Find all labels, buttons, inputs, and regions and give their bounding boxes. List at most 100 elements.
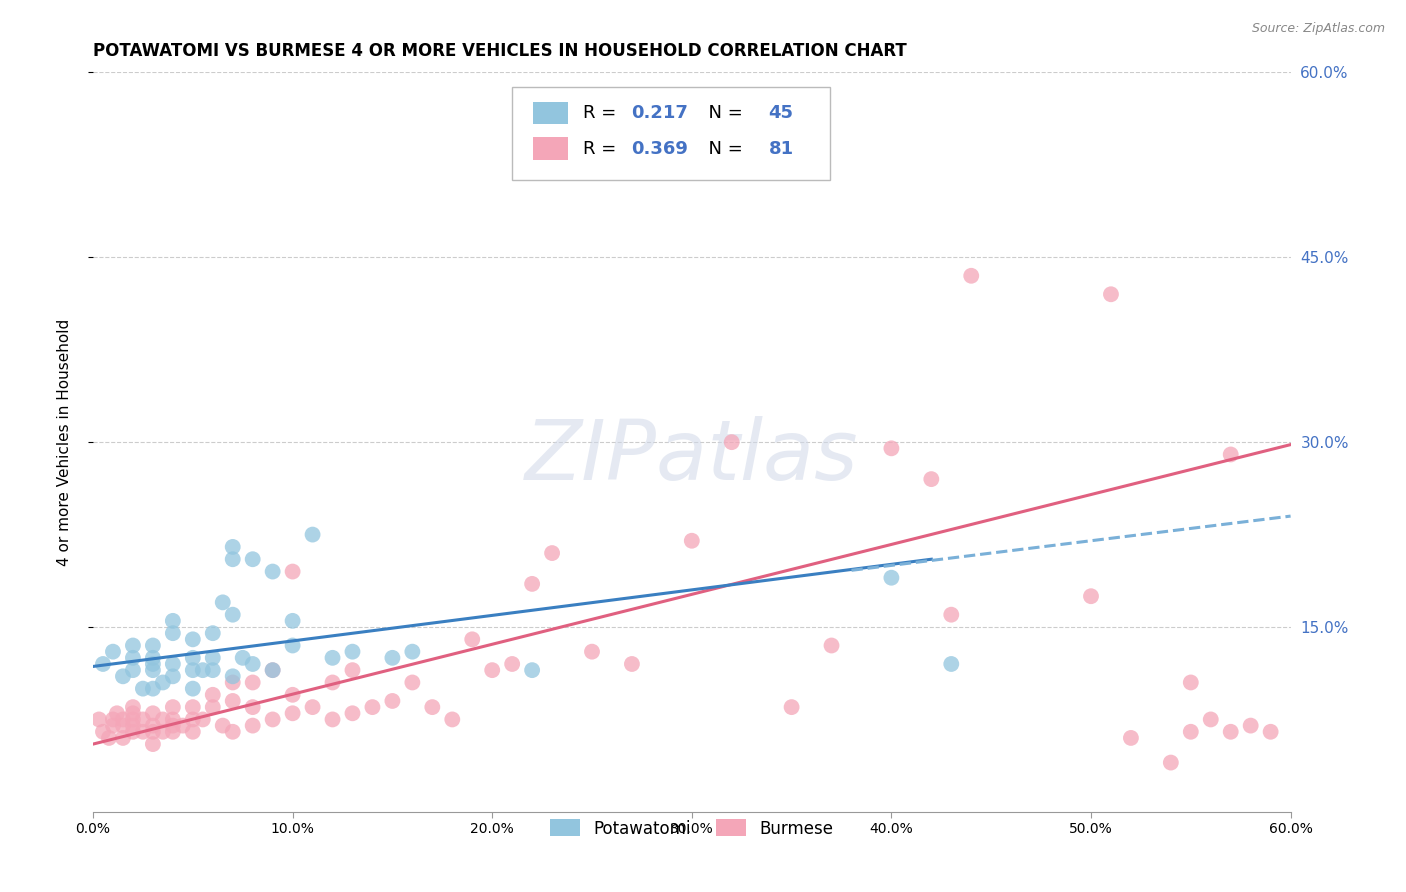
Point <box>222 540 245 554</box>
Point <box>222 694 245 708</box>
Point <box>222 675 245 690</box>
Point <box>132 724 155 739</box>
Point <box>181 632 204 647</box>
Point <box>122 650 145 665</box>
Point <box>181 681 204 696</box>
Point <box>541 546 564 560</box>
Point <box>162 718 184 732</box>
Point <box>201 700 224 714</box>
Text: 81: 81 <box>769 139 793 158</box>
Text: Source: ZipAtlas.com: Source: ZipAtlas.com <box>1251 22 1385 36</box>
Point <box>281 688 304 702</box>
Point <box>201 663 224 677</box>
Point <box>162 700 184 714</box>
Point <box>142 657 165 671</box>
Point <box>142 681 165 696</box>
Text: R =: R = <box>583 139 621 158</box>
Point <box>780 700 803 714</box>
Point <box>820 639 842 653</box>
Point <box>201 688 224 702</box>
Point <box>401 675 423 690</box>
Point <box>581 645 603 659</box>
Point <box>1260 724 1282 739</box>
Point <box>301 700 323 714</box>
Point <box>301 527 323 541</box>
Text: N =: N = <box>696 104 748 122</box>
Point <box>87 713 110 727</box>
Point <box>941 657 963 671</box>
Point <box>461 632 484 647</box>
Point <box>262 663 284 677</box>
Point <box>281 639 304 653</box>
Point <box>142 718 165 732</box>
Point <box>262 713 284 727</box>
Point <box>172 718 194 732</box>
Point <box>105 706 128 721</box>
Point <box>381 650 404 665</box>
Point <box>281 706 304 721</box>
Point <box>142 737 165 751</box>
Point <box>101 718 124 732</box>
Point <box>152 675 174 690</box>
Point <box>142 663 165 677</box>
Point <box>181 713 204 727</box>
Point <box>111 718 134 732</box>
Point <box>201 626 224 640</box>
Text: ZIPatlas: ZIPatlas <box>524 417 859 498</box>
Text: 0.217: 0.217 <box>631 104 688 122</box>
Point <box>262 663 284 677</box>
Point <box>122 718 145 732</box>
Point <box>342 663 364 677</box>
Text: N =: N = <box>696 139 748 158</box>
Point <box>1240 718 1263 732</box>
Point <box>361 700 384 714</box>
Point <box>232 650 254 665</box>
Point <box>1080 589 1102 603</box>
Point <box>501 657 523 671</box>
Point <box>342 706 364 721</box>
Point <box>222 669 245 683</box>
Point <box>242 718 264 732</box>
Point <box>960 268 983 283</box>
Point <box>242 675 264 690</box>
Point <box>520 577 543 591</box>
Point <box>211 595 233 609</box>
Point <box>1099 287 1122 301</box>
Point <box>322 650 344 665</box>
Point <box>181 700 204 714</box>
Point <box>1219 448 1241 462</box>
Point <box>142 650 165 665</box>
Point <box>111 669 134 683</box>
Point <box>162 657 184 671</box>
Point <box>181 724 204 739</box>
Point <box>420 700 443 714</box>
Point <box>111 731 134 745</box>
Point <box>122 724 145 739</box>
Point <box>152 724 174 739</box>
Point <box>222 552 245 566</box>
Point <box>941 607 963 622</box>
Point <box>920 472 942 486</box>
Point <box>132 713 155 727</box>
Text: 45: 45 <box>769 104 793 122</box>
Point <box>222 607 245 622</box>
Point <box>242 657 264 671</box>
Point <box>381 694 404 708</box>
Point <box>122 663 145 677</box>
Point <box>162 626 184 640</box>
FancyBboxPatch shape <box>512 87 830 179</box>
FancyBboxPatch shape <box>533 102 568 124</box>
Point <box>481 663 503 677</box>
Point <box>181 663 204 677</box>
Point <box>162 614 184 628</box>
Point <box>1219 724 1241 739</box>
Point <box>122 700 145 714</box>
Point <box>122 639 145 653</box>
Point <box>342 645 364 659</box>
Point <box>262 565 284 579</box>
Point <box>1199 713 1222 727</box>
Point <box>122 713 145 727</box>
Point <box>211 718 233 732</box>
Point <box>1180 724 1202 739</box>
Point <box>111 713 134 727</box>
